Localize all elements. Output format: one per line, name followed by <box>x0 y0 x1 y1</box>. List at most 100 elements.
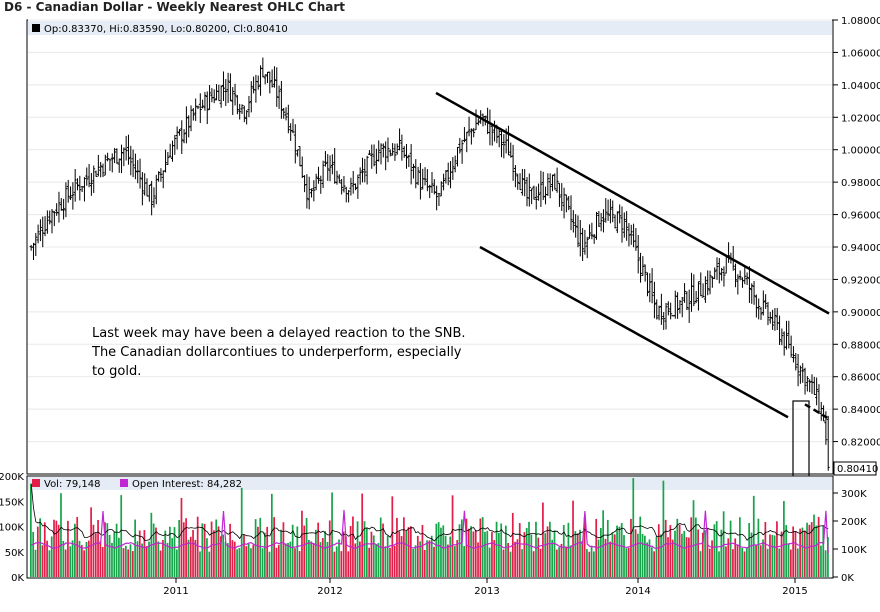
volume-bar <box>87 540 90 577</box>
volume-bar <box>94 533 97 577</box>
volume-bar <box>732 549 734 577</box>
volume-bar <box>328 520 331 577</box>
volume-bar <box>593 551 595 577</box>
volume-bar <box>507 543 510 577</box>
volume-bar <box>185 518 187 577</box>
volume-bar <box>138 530 141 577</box>
volume-bar <box>799 528 801 577</box>
volume-bar <box>678 524 681 577</box>
volume-bar <box>537 537 540 577</box>
volume-bar <box>141 543 143 577</box>
volume-bar <box>178 519 181 577</box>
volume-bar <box>368 547 370 577</box>
volume-bar <box>148 541 150 577</box>
volume-bar <box>129 544 132 577</box>
volume-bar <box>551 539 554 577</box>
volume-bar <box>588 551 591 577</box>
volume-bar <box>430 535 433 577</box>
volume-bar <box>639 516 642 577</box>
annotation-line-1: Last week may have been a delayed reacti… <box>92 326 466 341</box>
x-tick-label: 2014 <box>625 586 650 597</box>
volume-bar <box>308 540 310 577</box>
volume-bar <box>173 527 176 577</box>
vol-legend-swatch <box>32 479 40 487</box>
volume-bar <box>41 545 44 577</box>
volume-bar <box>613 534 616 577</box>
volume-bar <box>801 527 804 577</box>
volume-bar <box>421 524 424 577</box>
volume-bar <box>312 542 315 577</box>
volume-bar <box>481 517 484 577</box>
volume-bar <box>219 536 222 577</box>
volume-y-tick-label-right: 100K <box>841 545 867 556</box>
volume-bar <box>303 525 306 577</box>
price-y-axis: 0.82000 0.84000 0.86000 0.88000 0.90000 0.920… <box>833 16 880 449</box>
volume-bar <box>354 543 357 577</box>
volume-bar <box>296 526 299 577</box>
volume-bar <box>657 524 660 577</box>
volume-bar <box>465 518 468 577</box>
volume-bar <box>39 518 41 577</box>
volume-bar <box>792 526 795 577</box>
volume-bar <box>646 542 649 577</box>
volume-bar <box>583 517 586 577</box>
volume-bar <box>250 548 252 577</box>
volume-bar <box>32 531 35 577</box>
volume-bar <box>247 543 250 577</box>
volume-lines <box>30 483 829 554</box>
volume-bar <box>778 548 781 577</box>
volume-bar <box>405 530 408 577</box>
volume-bar <box>305 518 308 577</box>
volume-bar <box>201 523 204 577</box>
price-y-tick-label: 0.96000 <box>841 211 880 222</box>
volume-bar <box>562 525 565 577</box>
volume-bar <box>498 532 500 577</box>
volume-bar <box>370 531 373 577</box>
volume-bar <box>314 529 317 577</box>
volume-bar <box>226 543 229 577</box>
volume-bar <box>776 521 778 577</box>
volume-bar <box>152 523 155 577</box>
volume-bar <box>701 532 704 577</box>
volume-bar <box>815 525 818 577</box>
price-legend-swatch <box>32 24 40 32</box>
volume-bar <box>240 487 243 577</box>
volume-bar <box>664 519 667 577</box>
volume-bar <box>414 545 417 577</box>
volume-bar <box>741 548 744 577</box>
volume-bar <box>491 532 493 577</box>
volume-bar <box>504 525 507 577</box>
volume-bar <box>456 540 459 577</box>
volume-bar <box>780 531 783 577</box>
volume-bar <box>440 527 442 577</box>
volume-bar <box>319 542 322 577</box>
volume-bar <box>118 537 120 577</box>
price-y-tick-label: 0.94000 <box>841 243 880 254</box>
price-y-tick-label: 0.98000 <box>841 178 880 189</box>
volume-bar <box>30 483 32 577</box>
volume-bar <box>627 547 630 577</box>
volume-bar <box>203 523 206 577</box>
volume-bar <box>111 542 113 577</box>
volume-bar <box>787 544 790 577</box>
volume-bar <box>62 540 65 577</box>
volume-bar <box>560 543 563 577</box>
volume-bar <box>266 526 269 577</box>
volume-bar <box>532 551 535 577</box>
volume-bar <box>824 550 827 577</box>
volume-bar <box>113 532 116 577</box>
oi-legend-text: Open Interest: 84,282 <box>132 479 242 490</box>
volume-bar <box>301 510 303 577</box>
last-price-label-bg <box>833 461 877 476</box>
volume-bar <box>433 546 435 577</box>
price-legend-strip <box>28 21 832 35</box>
volume-bar <box>435 523 438 577</box>
volume-bar <box>736 544 739 577</box>
volume-bar <box>697 529 700 577</box>
volume-bar <box>437 522 440 577</box>
volume-bar <box>764 522 767 577</box>
volume-bar <box>572 500 574 577</box>
volume-bar <box>794 531 797 577</box>
volume-bar <box>243 535 245 577</box>
